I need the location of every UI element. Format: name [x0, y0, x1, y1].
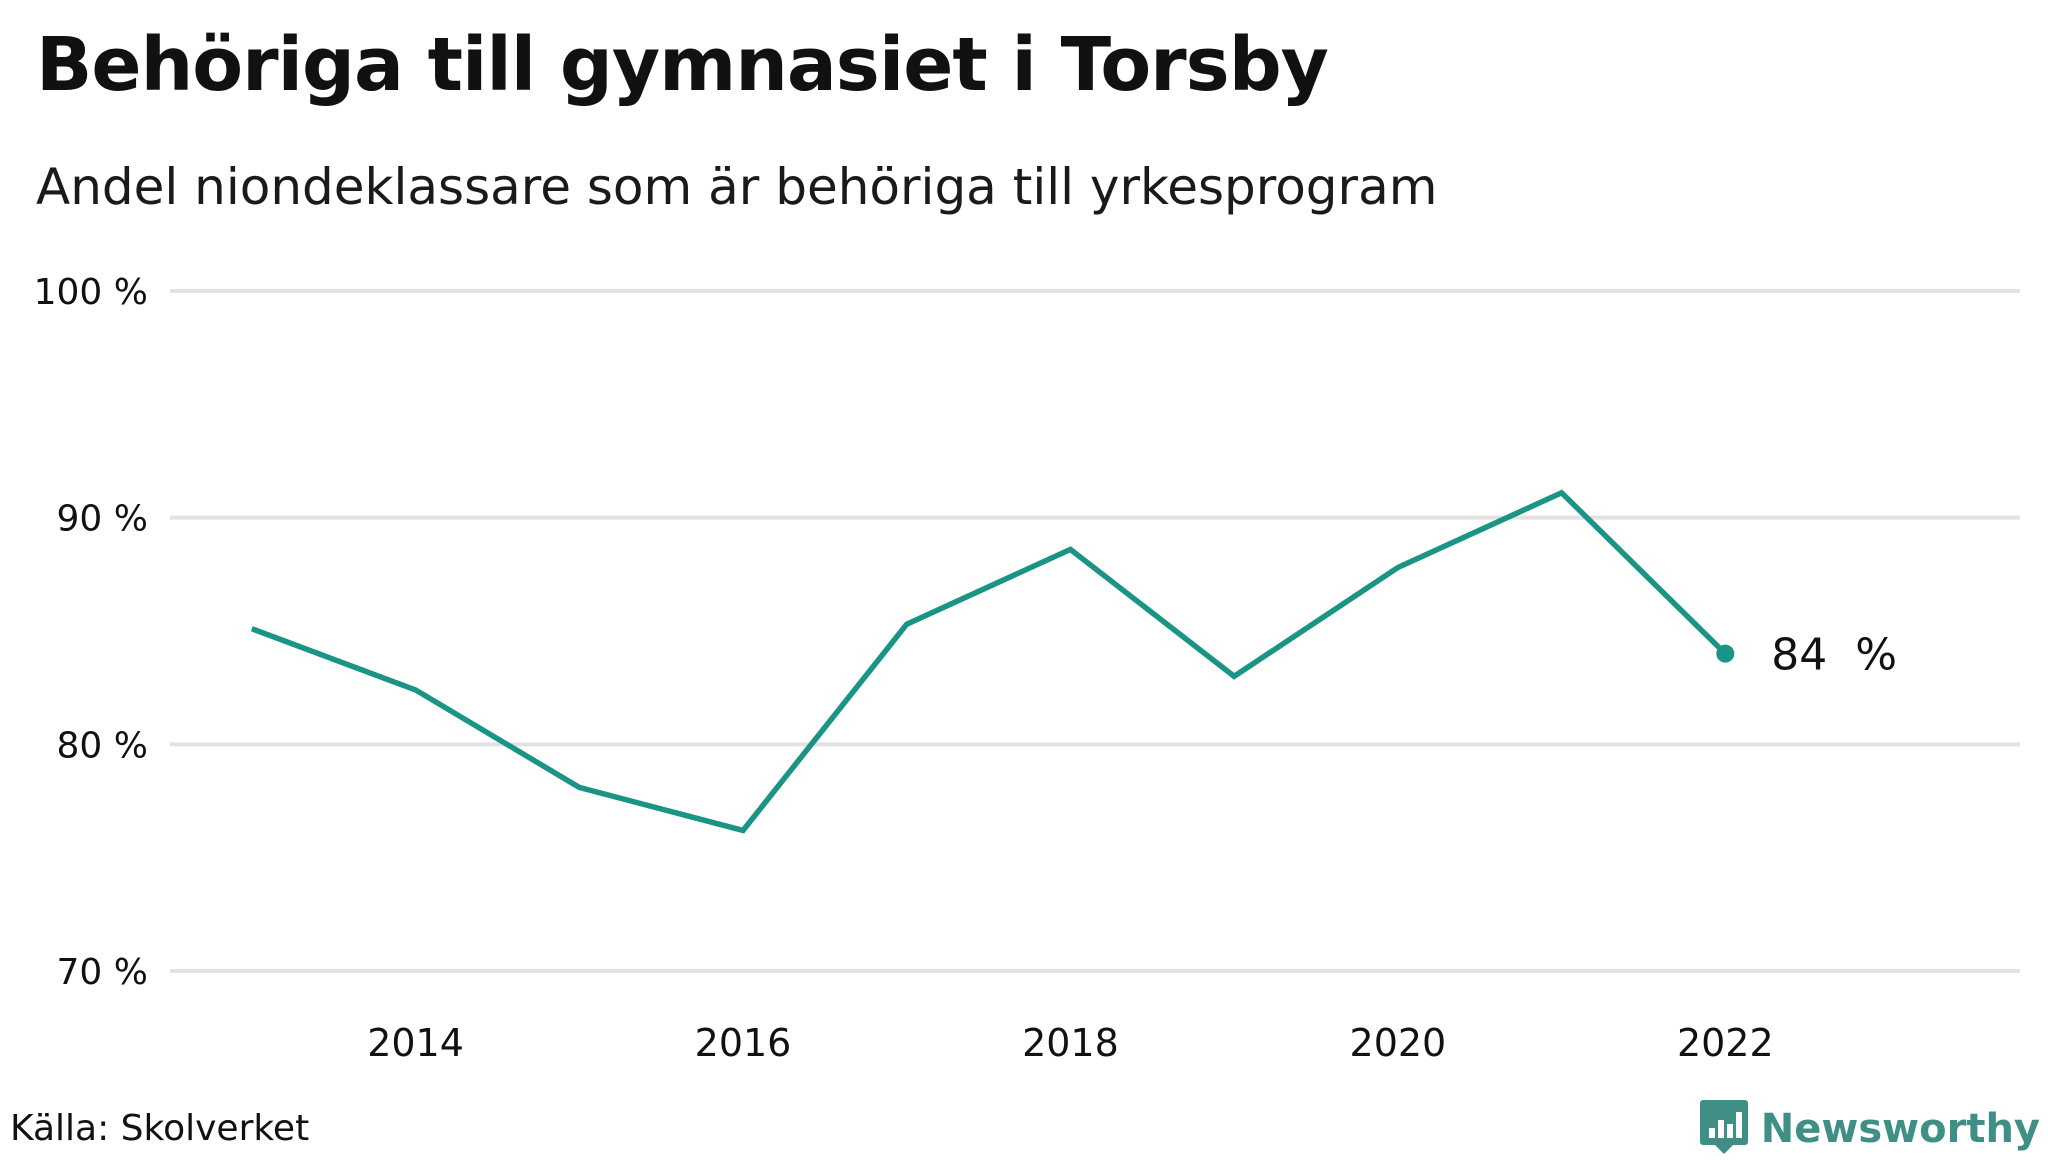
y-tick-label-90: 90 %	[57, 499, 148, 540]
x-tick-label-2014: 2014	[367, 1021, 464, 1065]
y-axis-tick-labels: 70 % 80 % 90 % 100 %	[34, 272, 148, 993]
brand-name: Newsworthy	[1760, 1106, 2040, 1152]
source-note: Källa: Skolverket	[10, 1108, 310, 1149]
y-tick-label-100: 100 %	[34, 272, 148, 313]
series-line-0	[250, 489, 1728, 834]
chart-subtitle: Andel niondeklassare som är behöriga til…	[36, 158, 1438, 216]
newsworthy-logo-icon	[1699, 1098, 1749, 1160]
x-axis-tick-labels: 2014 2016 2018 2020 2022	[367, 1021, 1773, 1065]
x-tick-label-2020: 2020	[1350, 1021, 1447, 1065]
data-point-2022	[1716, 644, 1735, 663]
y-tick-label-80: 80 %	[57, 725, 148, 766]
end-value-label: 84 %	[1771, 630, 1897, 681]
x-tick-label-2022: 2022	[1677, 1021, 1774, 1065]
x-tick-label-2018: 2018	[1022, 1021, 1119, 1065]
gridlines	[170, 289, 2020, 973]
brand: Newsworthy	[1699, 1098, 2040, 1160]
y-tick-label-70: 70 %	[57, 952, 148, 993]
series-layer: 84 %	[250, 489, 1897, 834]
chart-title: Behöriga till gymnasiet i Torsby	[36, 22, 1329, 108]
x-tick-label-2016: 2016	[695, 1021, 792, 1065]
